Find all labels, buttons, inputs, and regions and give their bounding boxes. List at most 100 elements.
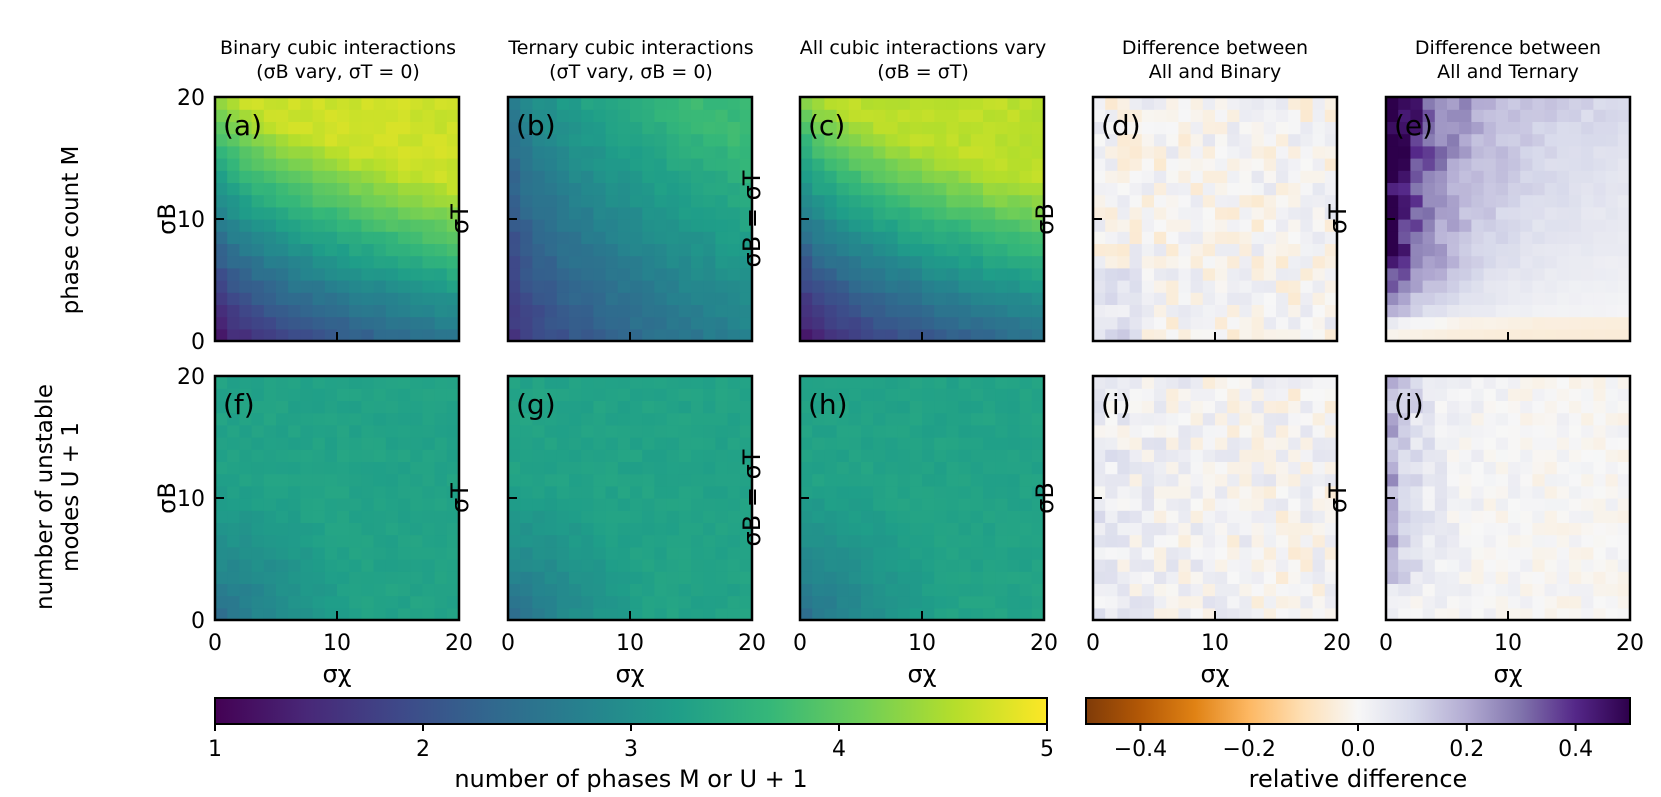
heatmap-cell [385,158,399,171]
heatmap-cell [239,485,253,499]
heatmap-cell [1459,424,1472,438]
heatmap-cell [739,571,753,584]
heatmap-cell [1129,485,1143,499]
heatmap-cell [1569,121,1582,135]
heatmap-cell [251,571,265,584]
heatmap-cell [1093,571,1106,584]
heatmap-cell [630,133,643,147]
heatmap-cell [373,194,387,208]
heatmap-cell [1093,498,1106,511]
heatmap-cell [1422,243,1436,257]
heatmap-cell [630,607,643,621]
heatmap-cell [446,534,460,548]
heatmap-cell [970,304,984,318]
heatmap-cell [642,170,655,183]
heatmap-cell [1141,182,1155,196]
heatmap-cell [946,170,960,183]
heatmap-cell [897,522,911,536]
heatmap-cell [1190,400,1204,414]
heatmap-cell [1398,97,1411,110]
heatmap-cell [1105,267,1118,281]
heatmap-cell [556,449,570,462]
heatmap-cell [1495,400,1509,414]
heatmap-cell [508,546,521,560]
heatmap-cell [1190,97,1204,110]
heatmap-cell [873,412,886,426]
heatmap-cell [1410,485,1424,499]
heatmap-cell [617,243,631,257]
heatmap-cell [642,522,655,536]
heatmap-cell [593,170,607,183]
heatmap-cell [544,158,558,171]
heatmap-cell [691,376,704,389]
heatmap-cell [544,424,558,438]
heatmap-cell [349,121,362,135]
heatmap-cell [508,97,521,110]
heatmap-cell [642,510,655,523]
heatmap-cell [1312,158,1326,171]
heatmap-cell [337,461,350,475]
heatmap-cell [739,595,753,609]
heatmap-cell [1105,534,1118,548]
heatmap-cell [1178,109,1192,122]
heatmap-cell [1483,498,1497,511]
panel-letter-b: (b) [516,109,556,142]
heatmap-cell [361,412,375,426]
heatmap-cell [544,449,558,462]
heatmap-cell [1288,437,1301,450]
heatmap-cell [666,231,680,244]
y-tick-label: 20 [177,365,205,390]
heatmap-cell [1471,158,1485,171]
heatmap-cell [617,437,631,450]
panel-letter-f: (f) [223,388,255,421]
x-tick-label: 0 [501,631,515,656]
heatmap-cell [239,412,253,426]
heatmap-cell [1190,280,1204,293]
heatmap-cell [1031,255,1045,269]
heatmap-cell [556,97,570,110]
heatmap-cell [1532,376,1546,389]
heatmap-cell [508,243,521,257]
heatmap-cell [885,206,899,220]
heatmap-cell [398,328,411,342]
heatmap-cell [1288,145,1301,159]
heatmap-cell [1581,424,1594,438]
heatmap-cell [1508,559,1521,572]
heatmap-cell [630,267,643,281]
heatmap-cell [1544,206,1558,220]
heatmap-cell [1007,243,1021,257]
heatmap-cell [897,219,911,232]
heatmap-cell [227,219,240,232]
heatmap-cell [385,206,399,220]
xlabel-j: σχ [1493,660,1522,688]
heatmap-cell [1093,449,1106,462]
heatmap-cell [861,437,874,450]
heatmap-cell [703,158,716,171]
heatmap-cell [1178,255,1192,269]
heatmap-cell [434,559,448,572]
heatmap-cell [1178,412,1192,426]
heatmap-cell [715,109,729,122]
heatmap-cell [1617,583,1631,597]
heatmap-cell [1422,546,1436,560]
heatmap-cell [1093,170,1106,183]
heatmap-cell [934,255,947,269]
heatmap-cell [385,145,399,159]
heatmap-cell [970,194,984,208]
heatmap-cell [1581,97,1594,110]
heatmap-cell [1276,461,1289,475]
heatmap-cell [532,170,546,183]
heatmap-cell [239,424,253,438]
heatmap-cell [1154,231,1167,244]
heatmap-cell [1276,194,1289,208]
heatmap-cell [995,461,1008,475]
heatmap-cell [691,412,704,426]
heatmap-cell [434,510,448,523]
heatmap-cell [1093,206,1106,220]
heatmap-cell [885,328,899,342]
heatmap-cell [1324,522,1338,536]
heatmap-cell [678,280,692,293]
heatmap-cell [1434,316,1448,330]
heatmap-cell [1386,534,1399,548]
heatmap-cell [1202,583,1216,597]
